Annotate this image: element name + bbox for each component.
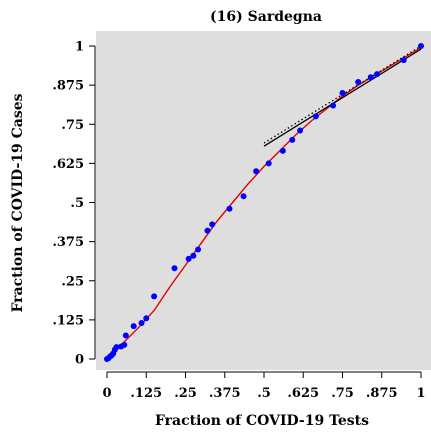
data-point	[297, 127, 304, 134]
data-point	[418, 43, 424, 49]
data-marks	[104, 43, 424, 362]
axes: 0 .125 .25 .375 .5 .625 .75 .875 1 0 .125 .25 .375 .5…	[52, 40, 425, 402]
data-point	[143, 315, 150, 322]
x-tick-label: .75	[331, 386, 354, 401]
data-point	[151, 293, 158, 300]
y-axis-title: Fraction of COVID-19 Cases	[10, 93, 26, 312]
y-tick-label: .5	[70, 196, 84, 211]
x-tick-label: .5	[257, 386, 271, 401]
y-tick-label: .75	[61, 118, 84, 133]
x-tick-label: .25	[174, 386, 197, 401]
data-point	[355, 79, 362, 85]
x-tick-label: .375	[209, 386, 241, 401]
data-point	[171, 265, 178, 272]
data-point	[209, 221, 216, 228]
data-point	[185, 255, 192, 262]
data-point	[367, 74, 374, 81]
x-tick-label: .875	[366, 386, 398, 401]
data-point	[374, 71, 381, 78]
y-tick-label: .875	[52, 79, 84, 94]
data-point	[122, 332, 129, 339]
y-tick-label: .25	[61, 274, 84, 289]
data-point	[121, 341, 128, 348]
data-point	[265, 160, 272, 167]
data-point	[400, 57, 407, 64]
x-axis-title: Fraction of COVID-19 Tests	[155, 413, 369, 429]
data-point	[279, 147, 286, 154]
x-tick-label: 1	[416, 386, 425, 401]
data-point	[190, 252, 197, 259]
x-tick-label: 0	[102, 386, 111, 401]
reference-line	[263, 48, 422, 147]
x-tick-label: .625	[287, 386, 319, 401]
data-point	[226, 205, 233, 212]
data-point	[204, 227, 211, 234]
y-tick-label: 1	[75, 40, 84, 55]
data-point	[330, 102, 337, 109]
x-tick-label: .125	[130, 386, 162, 401]
data-point	[138, 320, 145, 326]
data-point	[339, 89, 346, 96]
data-point	[289, 136, 296, 143]
data-point	[240, 193, 247, 200]
data-point	[130, 323, 137, 330]
y-tick-label: 0	[75, 353, 84, 368]
y-tick-label: .125	[52, 313, 84, 328]
y-tick-label: .375	[52, 235, 84, 250]
data-point	[195, 246, 202, 253]
y-tick-label: .625	[52, 157, 84, 172]
data-point	[113, 344, 120, 351]
data-point	[312, 113, 319, 120]
chart-title: (16) Sardegna	[210, 9, 322, 25]
data-point	[253, 168, 260, 175]
